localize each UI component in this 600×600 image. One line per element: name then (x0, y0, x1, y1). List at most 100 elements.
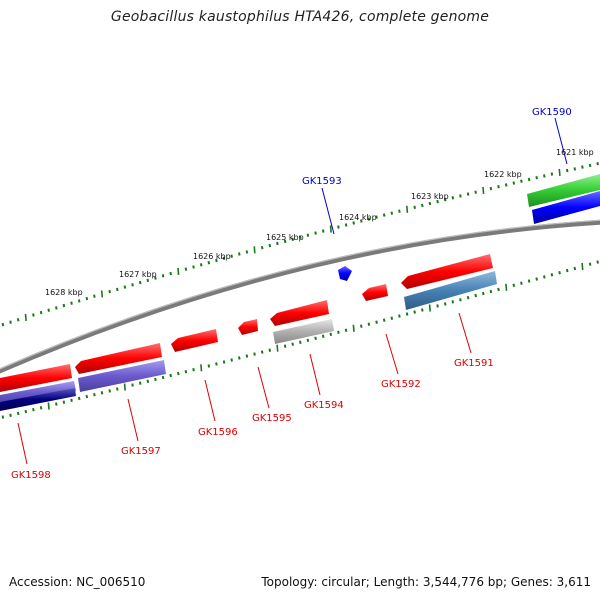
callout-gk1593 (321, 187, 335, 235)
inner-track-minor-tick (138, 381, 142, 385)
outer-track-minor-tick (360, 219, 363, 223)
outer-track-minor-tick (161, 274, 165, 278)
kbp-label-1621: 1621 kbp (556, 148, 594, 157)
kbp-label-1623: 1623 kbp (411, 192, 449, 201)
gene-label-gk1595[interactable]: GK1595 (252, 413, 292, 424)
outer-track-minor-tick (421, 203, 424, 208)
inner-track-minor-tick (443, 302, 447, 306)
kbp-label-1622: 1622 kbp (484, 170, 522, 179)
inner-track-minor-tick (375, 320, 378, 324)
cds-gk1591[interactable] (401, 254, 493, 289)
outer-track-minor-tick (16, 318, 20, 322)
outer-track-minor-tick (146, 278, 150, 282)
outer-track-minor-tick (390, 211, 394, 215)
callout-gk1595 (257, 366, 270, 409)
gene-label-gk1596[interactable]: GK1596 (198, 427, 238, 438)
outer-track-minor-tick (413, 205, 416, 209)
gene-label-gk1594[interactable]: GK1594 (304, 400, 344, 411)
inner-track-minor-tick (77, 396, 81, 401)
inner-track-major-tick (276, 344, 279, 352)
cds-gk1595[interactable] (238, 319, 258, 335)
outer-track-minor-tick (123, 285, 127, 289)
inner-track-minor-tick (306, 338, 310, 342)
cds-gk1596[interactable] (171, 329, 218, 352)
outer-track-minor-tick (436, 199, 439, 204)
callout-gk1598 (17, 422, 28, 465)
outer-track-minor-tick (268, 243, 272, 248)
outer-track-minor-tick (306, 233, 310, 237)
inner-track-minor-tick (497, 287, 500, 292)
inner-track-minor-tick (413, 310, 416, 314)
outer-track-minor-tick (192, 265, 195, 269)
outer-tick-track (1, 162, 599, 327)
feature-steelblue-gk1591[interactable] (404, 271, 497, 310)
feature-green-top[interactable] (527, 174, 600, 207)
outer-track-minor-tick (70, 301, 73, 305)
inner-track-minor-tick (207, 364, 211, 368)
inner-track-minor-tick (382, 318, 386, 322)
outer-track-minor-tick (55, 306, 58, 310)
cds-gk1592[interactable] (362, 284, 388, 301)
outer-track-minor-tick (222, 256, 226, 260)
inner-track-minor-tick (451, 300, 455, 304)
inner-track-minor-tick (1, 415, 5, 419)
outer-track-minor-tick (474, 190, 477, 194)
inner-track-minor-tick (398, 314, 401, 318)
outer-track-major-tick (100, 290, 104, 298)
feature-gray-gk1594[interactable] (273, 319, 334, 344)
outer-track-minor-tick (520, 179, 523, 183)
gene-label-gk1591[interactable]: GK1591 (454, 358, 494, 369)
feature-navy-gk1598[interactable] (0, 388, 76, 411)
outer-track-minor-tick (138, 280, 142, 285)
inner-track-minor-tick (565, 268, 569, 273)
outer-track-minor-tick (535, 176, 538, 180)
inner-track-minor-tick (459, 298, 462, 302)
inner-track-minor-tick (558, 271, 561, 275)
kbp-label-1628: 1628 kbp (45, 288, 83, 297)
inner-track-minor-tick (489, 289, 493, 294)
callout-gk1596 (204, 379, 216, 422)
feature-purple-gk1597[interactable] (78, 360, 166, 392)
inner-track-minor-tick (161, 375, 165, 380)
genome-summary-text: Topology: circular; Length: 3,544,776 bp… (261, 575, 591, 589)
map-title: Geobacillus kaustophilus HTA426, complet… (110, 9, 490, 25)
inner-track-minor-tick (299, 340, 302, 344)
inner-track-minor-tick (360, 324, 363, 328)
gene-label-gk1593[interactable]: GK1593 (302, 176, 342, 187)
inner-track-minor-tick (100, 391, 104, 395)
outer-track-minor-tick (596, 162, 599, 166)
cds-gk1597[interactable] (75, 343, 162, 374)
cds-gk1598[interactable] (0, 364, 72, 392)
feature-gk1593[interactable] (338, 266, 352, 281)
outer-track-minor-tick (169, 271, 172, 276)
inner-track-minor-tick (337, 330, 340, 334)
outer-track-minor-tick (543, 174, 546, 178)
outer-track-minor-tick (1, 322, 5, 327)
outer-track-minor-tick (581, 165, 584, 169)
gene-label-gk1590[interactable]: GK1590 (532, 107, 572, 118)
inner-track-minor-tick (260, 350, 264, 354)
inner-track-minor-tick (169, 373, 172, 378)
outer-track-minor-tick (85, 296, 89, 301)
inner-track-minor-tick (230, 358, 233, 362)
outer-track-minor-tick (321, 229, 325, 233)
genome-backbone-highlight (0, 219, 600, 370)
inner-track-major-tick (200, 364, 203, 372)
outer-track-minor-tick (451, 196, 455, 200)
inner-track-minor-tick (154, 377, 157, 382)
outer-track-minor-tick (291, 237, 294, 241)
feature-blue-top[interactable] (532, 191, 600, 224)
inner-track-major-tick (428, 304, 431, 312)
inner-track-minor-tick (436, 304, 439, 308)
inner-track-minor-tick (474, 293, 477, 298)
gene-label-gk1597[interactable]: GK1597 (121, 446, 161, 457)
inner-track-minor-tick (146, 379, 150, 383)
callout-gk1597 (127, 398, 139, 442)
inner-track-minor-tick (283, 344, 287, 348)
cds-gk1594[interactable] (270, 300, 329, 326)
gene-label-gk1592[interactable]: GK1592 (381, 379, 421, 390)
outer-track-minor-tick (512, 181, 516, 185)
gene-label-gk1598[interactable]: GK1598 (11, 470, 51, 481)
outer-track-minor-tick (299, 235, 302, 239)
outer-track-minor-tick (215, 258, 218, 263)
